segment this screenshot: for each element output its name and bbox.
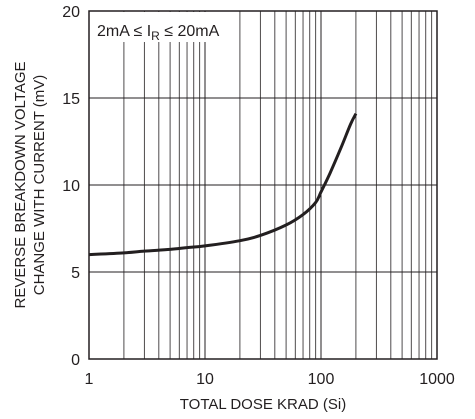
annotation-subscript: R (151, 29, 160, 43)
y-tick-label: 5 (71, 265, 80, 282)
y-tick-label: 20 (62, 4, 80, 21)
y-axis-label-line-1: REVERSE BREAKDOWN VOLTAGE (12, 62, 29, 309)
y-axis-label: REVERSE BREAKDOWN VOLTAGE CHANGE WITH CU… (12, 62, 48, 309)
series-line (88, 112, 358, 257)
x-tick-label: 1 (85, 371, 94, 388)
grid (88, 10, 438, 360)
y-tick-label: 10 (62, 178, 80, 195)
annotation-box (90, 12, 226, 42)
x-tick-label: 1000 (419, 371, 455, 388)
x-axis-label: TOTAL DOSE KRAD (Si) (180, 396, 346, 413)
y-tick-labels: 0 5 10 15 20 (62, 4, 80, 369)
y-tick-label: 15 (62, 91, 80, 108)
x-tick-label: 100 (308, 371, 335, 388)
annotation-prefix: 2mA ≤ I (97, 23, 151, 40)
annotation-suffix: ≤ 20mA (160, 23, 220, 40)
y-tick-label: 0 (71, 352, 80, 369)
series-layer (88, 112, 358, 257)
y-axis-label-line-2: CHANGE WITH CURRENT (mV) (31, 75, 48, 296)
annotation-text: 2mA ≤ IR ≤ 20mA (97, 23, 220, 43)
x-tick-labels: 1 10 100 1000 (85, 371, 455, 388)
x-tick-label: 10 (196, 371, 214, 388)
plot-frame (88, 10, 438, 360)
annotation: 2mA ≤ IR ≤ 20mA (90, 12, 226, 43)
